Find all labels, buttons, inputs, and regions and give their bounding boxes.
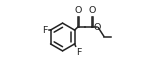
Text: O: O (94, 23, 101, 32)
Text: O: O (74, 6, 82, 15)
Text: F: F (76, 48, 82, 57)
Text: F: F (42, 26, 48, 35)
Text: O: O (89, 6, 96, 15)
